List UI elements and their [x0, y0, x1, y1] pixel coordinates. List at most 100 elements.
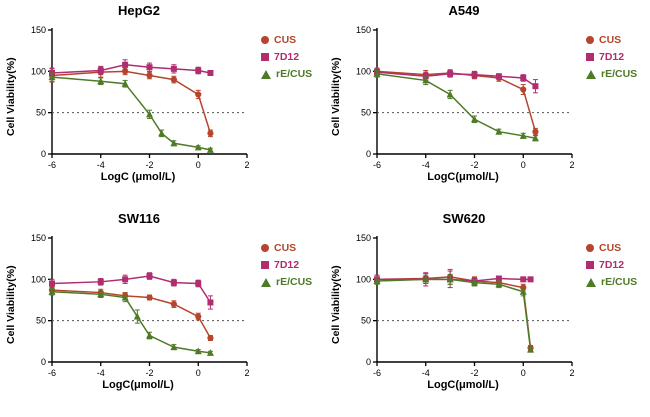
data-point-triangle [48, 73, 56, 81]
legend-item-cus: CUS [261, 34, 312, 46]
data-point-triangle [471, 115, 478, 123]
circle-marker-icon [586, 36, 594, 44]
x-tick-label: -6 [373, 368, 381, 378]
series-line-rE/CUS [51, 76, 211, 151]
legend-item-cus: CUS [586, 34, 637, 46]
panel-title: A549 [448, 3, 480, 18]
plot-wrap: 0 50 100 150 -6 -4 -2 0 2 LogC (μmol/L) [19, 18, 257, 183]
plot-wrap: 0 50 100 150 -6 -4 -2 0 2 LogC(μmol/L) [19, 226, 257, 391]
data-point-square [170, 65, 177, 72]
series-line-CUS [51, 289, 212, 339]
legend-item-re-cus: rE/CUS [261, 276, 312, 288]
y-tick-label: 150 [31, 233, 46, 243]
data-point-circle [195, 91, 202, 98]
data-point-circle [207, 130, 214, 137]
legend-item-re-cus: rE/CUS [261, 68, 312, 80]
plot-sw116: 0 50 100 150 -6 -4 -2 0 2 [31, 233, 250, 378]
data-point-square [146, 64, 153, 71]
chart-panel-hepg2: HepG2 Cell Viability(%) 0 50 100 150 -6 -4 -2 0… [0, 1, 325, 209]
legend-label: CUS [274, 34, 297, 46]
data-point-square [495, 73, 502, 80]
panel-body: Cell Viability(%) 0 50 100 150 -6 -4 -2 0 2 LogC… [4, 226, 325, 391]
legend-item-re-cus: rE/CUS [586, 276, 637, 288]
triangle-marker-icon [586, 69, 596, 79]
square-marker-icon [586, 261, 594, 269]
plot-sw620: 0 50 100 150 -6 -4 -2 0 2 [356, 233, 575, 378]
data-point-triangle [97, 77, 105, 85]
data-point-circle [207, 334, 214, 342]
data-point-triangle [519, 132, 527, 139]
x-tick-label: -2 [145, 160, 153, 170]
data-point-triangle [48, 287, 56, 295]
data-point-square [170, 279, 177, 286]
data-point-triangle [121, 293, 129, 301]
legend-item-7d12: 7D12 [261, 51, 312, 63]
y-tick-label: 0 [41, 357, 46, 367]
data-point-square [471, 71, 478, 78]
data-point-circle [146, 294, 153, 301]
series-line-rE/CUS [51, 290, 211, 354]
data-point-triangle [527, 345, 535, 353]
legend-item-cus: CUS [586, 242, 637, 254]
y-axis-label: Cell Viability(%) [330, 265, 342, 345]
circle-marker-icon [261, 244, 269, 252]
legend-item-re-cus: rE/CUS [586, 68, 637, 80]
triangle-marker-icon [261, 277, 271, 287]
plot-wrap: 0 50 100 150 -6 -4 -2 0 2 LogC(μmol/L) [344, 226, 582, 391]
y-tick-label: 50 [36, 108, 46, 118]
panel-body: Cell Viability(%) 0 50 100 150 -6 -4 -2 0 2 LogC… [4, 18, 325, 183]
data-point-triangle [146, 331, 153, 339]
data-point-square [49, 280, 55, 287]
data-point-square [195, 280, 202, 287]
legend-label: 7D12 [274, 259, 300, 271]
y-axis-label: Cell Viability(%) [5, 57, 17, 137]
x-axis-label: LogC(μmol/L) [427, 171, 499, 183]
x-tick-label: 2 [244, 368, 249, 378]
y-tick-label: 100 [356, 66, 371, 76]
x-tick-label: 0 [521, 368, 526, 378]
triangle-marker-icon [261, 69, 271, 79]
panel-title: SW116 [118, 211, 160, 226]
data-point-triangle [495, 280, 503, 288]
x-tick-label: -6 [48, 160, 56, 170]
plot-wrap: 0 50 100 150 -6 -4 -2 0 2 LogC(μmol/L) [344, 18, 582, 183]
legend-label: rE/CUS [276, 68, 313, 80]
square-marker-icon [261, 53, 269, 61]
data-point-circle [532, 128, 539, 135]
data-point-triangle [170, 343, 178, 351]
data-point-square [207, 299, 214, 306]
x-tick-label: 2 [569, 160, 574, 170]
chart-panel-sw116: SW116 Cell Viability(%) 0 50 100 150 -6 -4 -2 0… [0, 209, 325, 417]
data-point-square [122, 61, 129, 68]
legend: CUS 7D12 rE/CUS [261, 242, 312, 288]
data-point-square [122, 276, 129, 283]
legend-label: rE/CUS [601, 68, 638, 80]
x-tick-label: 0 [196, 368, 201, 378]
data-point-square [532, 83, 539, 90]
data-point-triangle [121, 79, 129, 87]
chart-panel-a549: A549 Cell Viability(%) 0 50 100 150 -6 -4 -2 0 2… [325, 1, 650, 209]
data-point-circle [520, 86, 527, 93]
legend-label: CUS [599, 242, 622, 254]
data-point-triangle [158, 129, 166, 137]
data-point-triangle [471, 278, 478, 286]
plot-a549: 0 50 100 150 -6 -4 -2 0 2 [356, 25, 575, 170]
y-tick-label: 0 [366, 357, 371, 367]
y-axis-label: Cell Viability(%) [330, 57, 342, 137]
data-point-triangle [446, 90, 454, 98]
data-point-triangle [446, 275, 454, 283]
data-point-triangle [170, 139, 178, 147]
data-point-triangle [97, 290, 105, 298]
x-axis-label: LogC (μmol/L) [100, 171, 176, 183]
legend-label: rE/CUS [276, 276, 313, 288]
y-tick-label: 100 [31, 274, 46, 284]
x-tick-label: -2 [470, 160, 478, 170]
data-point-triangle [373, 70, 381, 77]
legend-label: rE/CUS [601, 276, 638, 288]
data-point-circle [170, 76, 177, 83]
legend: CUS 7D12 rE/CUS [586, 34, 637, 80]
circle-marker-icon [261, 36, 269, 44]
legend-label: 7D12 [599, 51, 625, 63]
data-point-circle [195, 313, 202, 320]
